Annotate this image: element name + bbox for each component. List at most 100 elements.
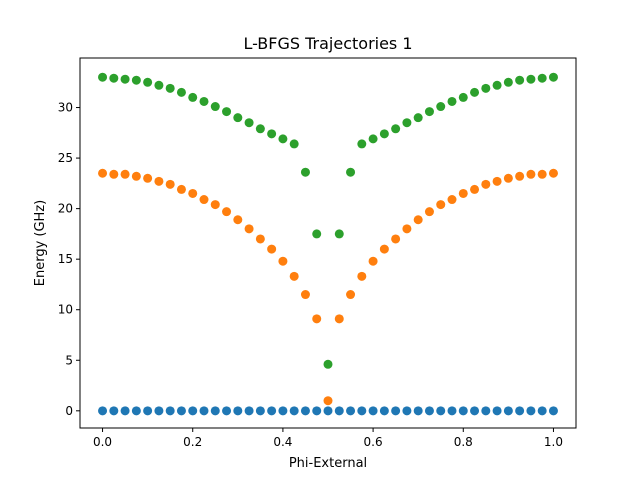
data-point	[481, 83, 491, 93]
y-tick-label: 25	[58, 151, 73, 165]
data-point	[470, 184, 480, 194]
y-tick-label: 20	[58, 202, 73, 216]
data-point	[424, 406, 434, 416]
data-point	[515, 171, 525, 181]
data-point	[548, 168, 558, 178]
x-tick-label: 1.0	[544, 435, 563, 449]
data-point	[165, 83, 175, 93]
data-point	[233, 215, 243, 225]
y-tick-label: 30	[58, 101, 73, 115]
data-point	[210, 102, 220, 112]
data-point	[255, 406, 265, 416]
data-point	[222, 107, 232, 117]
data-point	[312, 229, 322, 239]
data-point	[323, 359, 333, 369]
data-point	[98, 168, 108, 178]
x-tick-label: 0.4	[273, 435, 292, 449]
data-point	[210, 200, 220, 210]
data-point	[120, 406, 130, 416]
data-point	[131, 406, 141, 416]
data-point	[402, 118, 412, 128]
data-point	[481, 406, 491, 416]
data-point	[436, 200, 446, 210]
data-point	[346, 290, 356, 300]
data-point	[346, 406, 356, 416]
data-point	[368, 406, 378, 416]
data-point	[402, 406, 412, 416]
series-3	[98, 72, 558, 369]
series-2	[98, 168, 558, 406]
data-point	[109, 73, 119, 83]
data-point	[222, 207, 232, 217]
data-point	[255, 124, 265, 134]
data-point	[222, 406, 232, 416]
data-point	[379, 406, 389, 416]
data-point	[537, 406, 547, 416]
data-point	[470, 87, 480, 97]
data-point	[413, 215, 423, 225]
data-point	[334, 229, 344, 239]
x-tick-label: 0.6	[364, 435, 383, 449]
data-point	[391, 124, 401, 134]
data-point	[357, 406, 367, 416]
data-point	[199, 195, 209, 205]
data-point	[447, 195, 457, 205]
y-tick-label: 10	[58, 303, 73, 317]
data-point	[537, 169, 547, 179]
data-point	[109, 169, 119, 179]
data-point	[289, 406, 299, 416]
data-point	[492, 406, 502, 416]
x-axis-label: Phi-External	[289, 456, 367, 471]
data-point	[323, 396, 333, 406]
data-point	[188, 406, 198, 416]
ticks-layer: 0.0 0.2 0.4 0.6 0.8 1.0 0 5 10 15 20 25 30	[58, 101, 563, 449]
data-point	[255, 234, 265, 244]
data-point	[300, 406, 310, 416]
data-point	[424, 107, 434, 117]
data-point	[334, 406, 344, 416]
data-point	[503, 173, 513, 183]
data-point	[515, 75, 525, 85]
data-point	[199, 96, 209, 106]
data-point	[503, 77, 513, 87]
data-point	[300, 290, 310, 300]
data-point	[402, 224, 412, 234]
data-point	[176, 184, 186, 194]
data-point	[458, 406, 468, 416]
data-point	[334, 314, 344, 324]
data-point	[458, 188, 468, 198]
data-point	[98, 406, 108, 416]
data-point	[436, 406, 446, 416]
data-point	[165, 406, 175, 416]
data-point	[154, 176, 164, 186]
data-point	[188, 92, 198, 102]
data-point	[109, 406, 119, 416]
data-point	[120, 74, 130, 84]
data-point	[300, 167, 310, 177]
data-point	[413, 406, 423, 416]
data-point	[323, 406, 333, 416]
data-point	[458, 92, 468, 102]
data-point	[143, 406, 153, 416]
data-point	[143, 77, 153, 87]
data-point	[481, 179, 491, 189]
data-point	[267, 406, 277, 416]
data-point	[312, 314, 322, 324]
data-point	[312, 406, 322, 416]
data-point	[278, 406, 288, 416]
data-point	[233, 406, 243, 416]
data-point	[492, 80, 502, 90]
data-point	[526, 406, 536, 416]
data-point	[199, 406, 209, 416]
data-point	[391, 234, 401, 244]
data-point	[379, 129, 389, 139]
data-point	[244, 224, 254, 234]
data-point	[526, 74, 536, 84]
data-point	[346, 167, 356, 177]
data-point	[368, 134, 378, 144]
data-point	[436, 102, 446, 112]
data-point	[413, 113, 423, 123]
data-point	[470, 406, 480, 416]
data-point	[289, 139, 299, 149]
